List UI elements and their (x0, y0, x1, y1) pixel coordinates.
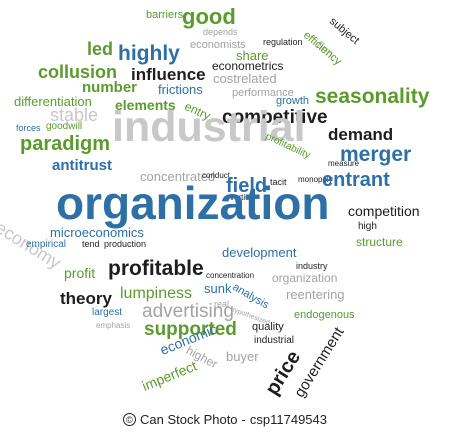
agency-name: Can Stock Photo (139, 411, 238, 427)
word: costrelated (213, 71, 277, 86)
word: entrant (322, 169, 390, 191)
word: profitable (108, 257, 204, 280)
word: merger (340, 143, 412, 166)
stock-footer: © Can Stock Photo - csp11749543 (0, 404, 450, 434)
word-cloud: good barriers depends led highly economi… (0, 4, 430, 401)
word: subject (326, 15, 362, 47)
word: goodwill (46, 121, 83, 132)
word: highly (118, 42, 180, 65)
word: concentration (206, 271, 255, 280)
word: empirical (26, 239, 67, 250)
word: good (182, 4, 236, 29)
word: industrial (112, 103, 306, 151)
word: sunk (204, 281, 232, 296)
word: vertical (230, 193, 256, 202)
word: organization (272, 271, 338, 285)
word: imperfect (139, 357, 200, 394)
word: competitive (222, 107, 328, 128)
word: elements (115, 97, 176, 113)
word: conduct (202, 171, 231, 180)
word: production (104, 239, 147, 249)
image-id: csp11749543 (249, 411, 327, 427)
word: organization (56, 177, 330, 229)
word: depends (203, 27, 238, 37)
word: paradigm (20, 133, 111, 155)
word: number (82, 79, 138, 96)
word: lumpiness (120, 285, 193, 302)
word: led (87, 39, 114, 59)
word: efficiency (300, 29, 344, 68)
word: theory (60, 289, 112, 308)
word: advertising (142, 301, 234, 322)
word: concentrated (140, 169, 216, 184)
word: industrial (254, 335, 295, 346)
word: demand (328, 125, 394, 144)
word: high (358, 221, 377, 232)
word: collusion (38, 62, 118, 82)
word: industry (296, 261, 328, 271)
word: field (226, 175, 268, 197)
word: monopoly (298, 175, 333, 184)
word: measure (328, 159, 360, 168)
word: frictions (158, 82, 203, 97)
word: microeconomics (50, 225, 144, 240)
word: performance (232, 87, 294, 99)
word: forces (16, 123, 41, 133)
word: buyer (226, 349, 259, 364)
word: supported (144, 319, 237, 340)
word: growth (276, 95, 310, 107)
word: differentiation (14, 94, 92, 109)
word: tend (82, 239, 100, 249)
word: competition (348, 203, 420, 219)
word: endogenous (294, 309, 355, 321)
word: quality (252, 321, 284, 333)
word: profit (64, 265, 96, 281)
word: share (236, 48, 269, 63)
word: stable (50, 105, 99, 125)
word: development (222, 245, 297, 260)
word: structure (356, 235, 403, 249)
word: emphasis (96, 321, 131, 330)
word: antitrust (52, 157, 112, 174)
word: influence (131, 65, 206, 84)
copyright-icon: © (122, 412, 136, 426)
word: economists (190, 39, 246, 51)
word: tacit (270, 177, 287, 187)
word: real (214, 299, 230, 309)
word: regulation (263, 37, 303, 47)
word: econometrics (212, 59, 284, 73)
word: barriers (146, 9, 184, 21)
word: reentering (286, 287, 345, 302)
word: seasonality (315, 85, 430, 108)
word: largest (92, 307, 123, 318)
footer-separator: - (241, 411, 246, 427)
